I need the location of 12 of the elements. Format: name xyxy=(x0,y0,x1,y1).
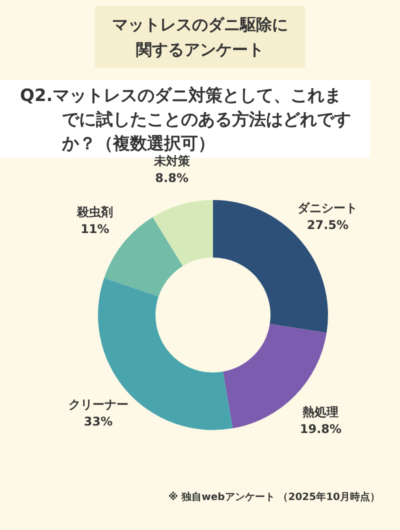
data-label: 27.5% xyxy=(306,218,349,232)
slice-label: クリーナー xyxy=(68,397,128,412)
chart-subtitle: Q2.マットレスのダニ対策として、これまでに試したことのある方法はどれですか？（複数選択可） xyxy=(20,85,352,155)
data-label: 19.8% xyxy=(300,422,342,436)
slice-label: 熱処理 xyxy=(302,404,339,419)
chart-title: マットレスのダニ駆除に関するアンケート xyxy=(111,14,289,61)
slice-label: 殺虫剤 xyxy=(76,204,113,219)
data-label: 8.8% xyxy=(155,170,188,185)
data-label: 33% xyxy=(84,414,113,428)
data-label: 11% xyxy=(80,222,110,236)
text: ※ 独自webアンケート （2025年10月時点） xyxy=(168,490,380,504)
slice-label: ダニシート xyxy=(298,200,358,215)
